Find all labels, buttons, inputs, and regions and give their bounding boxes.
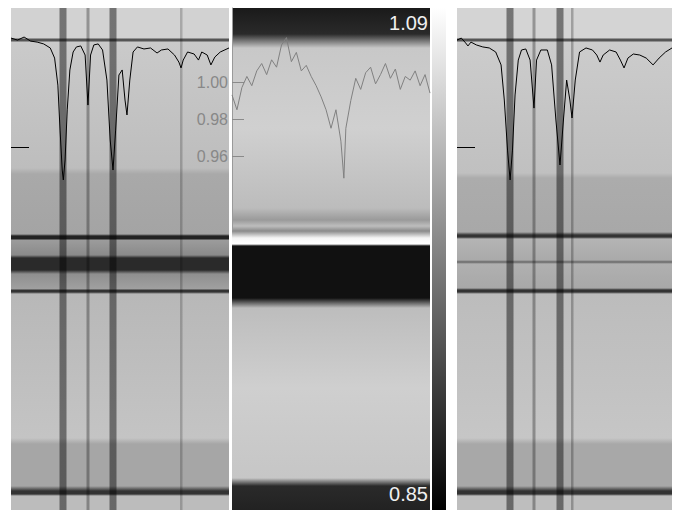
- html-text:1.09: 1.09: [389, 12, 428, 34]
- svg-text:1.00: 1.00: [197, 74, 228, 91]
- html-text:0.85: 0.85: [389, 483, 428, 505]
- svg-text:0.98: 0.98: [197, 111, 228, 128]
- svg-text:0.96: 0.96: [197, 148, 228, 165]
